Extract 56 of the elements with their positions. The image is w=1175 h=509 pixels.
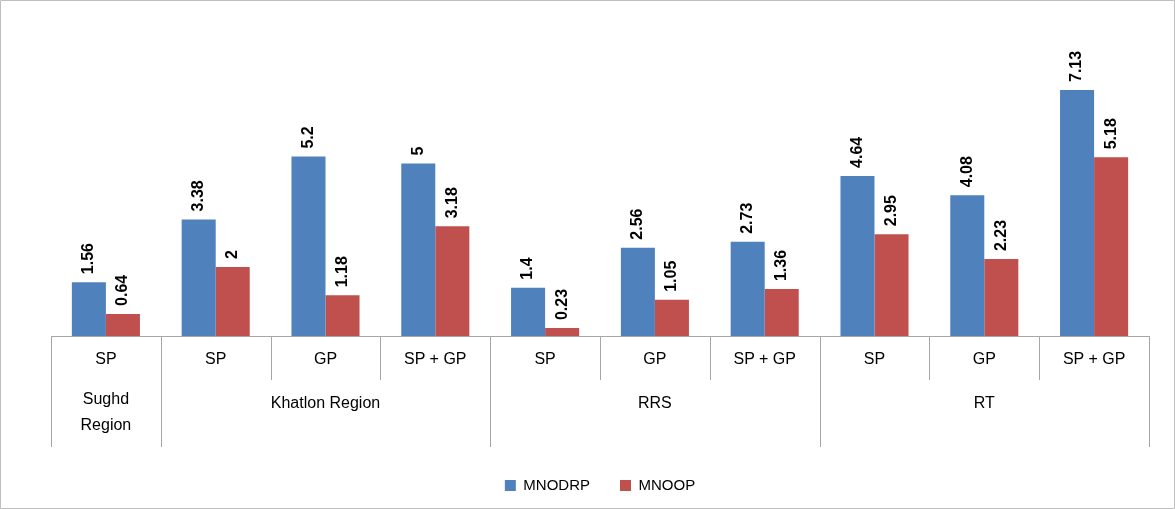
bar [545, 328, 580, 336]
bar [764, 289, 799, 336]
bar [840, 175, 875, 336]
text: RT [973, 394, 996, 412]
x-tick-label: SP [205, 350, 227, 368]
data-label: 2.56 [628, 208, 646, 240]
bar [105, 313, 140, 336]
text: Khatlon Region [270, 394, 381, 412]
data-label: 1.18 [332, 256, 350, 288]
data-label: 5 [408, 146, 426, 156]
bar [291, 156, 326, 336]
x-tick-label: SP [95, 350, 117, 368]
text: Sughd Region [80, 390, 132, 434]
data-label: 3.38 [189, 180, 207, 212]
data-label: 5.18 [1101, 118, 1119, 150]
data-label: 7.13 [1067, 50, 1085, 83]
data-label: 5.2 [298, 126, 316, 149]
bar [71, 282, 106, 336]
bar [401, 163, 436, 336]
x-tick-label: SP + GP [733, 350, 796, 368]
bar [325, 295, 360, 336]
data-label: 1.56 [79, 242, 97, 275]
bar [215, 267, 250, 336]
x-tick-label: GP [643, 350, 667, 368]
data-label: 2.73 [738, 202, 756, 234]
data-label: 0.23 [552, 288, 570, 321]
data-label: 1.05 [662, 260, 680, 292]
legend-label: MNODRP [523, 475, 591, 493]
data-label: 1.4 [518, 257, 536, 280]
text: RRS [638, 394, 672, 412]
x-tick-label: SP [863, 350, 886, 368]
bar [620, 247, 655, 336]
data-label: 4.08 [957, 156, 975, 188]
bar [984, 259, 1019, 336]
data-label: 2 [223, 250, 241, 259]
x-tick-label: SP + GP [1062, 350, 1126, 368]
data-label: 0.64 [113, 274, 131, 306]
x-tick-label: GP [972, 350, 996, 368]
x-tick-label: GP [313, 350, 338, 368]
bar [511, 287, 546, 336]
bar [950, 195, 985, 336]
data-label: 3.18 [442, 187, 460, 219]
data-label: 4.64 [847, 136, 865, 168]
bar [730, 241, 765, 336]
data-label: 1.36 [772, 249, 790, 282]
x-tick-label: SP + GP [404, 350, 467, 368]
bar [654, 299, 689, 336]
legend-label: MNOOP [638, 475, 696, 493]
data-label: 2.95 [881, 194, 899, 227]
x-tick-label: SP [534, 350, 556, 368]
bar [1060, 90, 1095, 336]
data-label: 2.23 [991, 219, 1009, 252]
bar [181, 219, 216, 336]
bar [435, 226, 470, 336]
bar [1094, 157, 1129, 336]
bar [874, 234, 909, 336]
